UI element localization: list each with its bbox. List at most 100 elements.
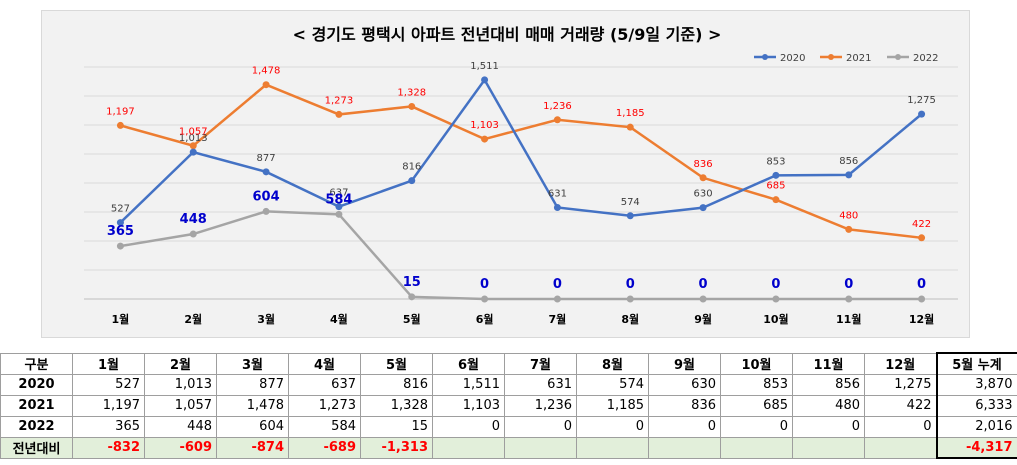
x-tick-label: 5월 [403, 312, 421, 326]
data-label-2022: 0 [699, 277, 708, 292]
chart-area: < 경기도 평택시 아파트 전년대비 매매 거래량 (5/9일 기준) > 20… [41, 10, 970, 338]
row-label: 2022 [0, 415, 73, 438]
x-tick-label: 6월 [476, 312, 494, 326]
data-label-2021: 1,478 [252, 66, 281, 77]
data-label-2021: 685 [766, 181, 785, 192]
table-cell: -689 [288, 436, 361, 459]
data-label-2021: 422 [912, 219, 931, 230]
data-point [553, 204, 561, 212]
data-label-2022: 584 [325, 192, 352, 207]
data-point [335, 110, 343, 118]
x-tick-label: 4월 [330, 312, 348, 326]
data-label-2020: 877 [257, 153, 276, 164]
table-cell [504, 436, 577, 459]
data-point [189, 148, 197, 156]
table-cell: 685 [720, 394, 793, 417]
cumulative-cell: -4,317 [935, 436, 1017, 459]
table-cell: 856 [792, 373, 865, 396]
data-point [626, 295, 634, 303]
table-cell: 637 [288, 373, 361, 396]
legend-label: 2021 [846, 53, 871, 64]
legend-marker [762, 54, 768, 60]
data-label-2020: 1,511 [470, 61, 499, 72]
table-cell: 836 [648, 394, 721, 417]
data-label-2021: 1,328 [397, 87, 426, 98]
data-label-2021: 1,057 [179, 127, 208, 138]
table-row: 2022 365 448 604 584 15 0 0 0 0 0 0 0 2,016 [0, 415, 1017, 438]
data-label-2020: 853 [766, 156, 785, 167]
table-header-month: 7월 [504, 352, 577, 375]
data-point [626, 123, 634, 131]
data-point [481, 295, 489, 303]
row-label: 2021 [0, 394, 73, 417]
series-line-2020 [119, 77, 923, 224]
table-cell: 631 [504, 373, 577, 396]
data-point [918, 110, 926, 118]
table-cell: 1,273 [288, 394, 361, 417]
data-point [262, 168, 270, 176]
data-point [262, 81, 270, 89]
table-header-row: 구분 1월 2월 3월 4월 5월 6월 7월 8월 9월 10월 11월 12월 5월 누계 [0, 352, 1017, 375]
data-label-2020: 527 [111, 204, 130, 215]
table-cell [576, 436, 649, 459]
table-header-month: 4월 [288, 352, 361, 375]
data-label-2022: 365 [107, 224, 134, 239]
table-header-month: 12월 [864, 352, 937, 375]
data-point [335, 210, 343, 218]
data-point [116, 121, 124, 129]
data-label-2021: 836 [694, 159, 713, 170]
data-label-2021: 1,185 [616, 108, 645, 119]
table-cell: 1,197 [72, 394, 145, 417]
series-line-2021 [120, 83, 922, 240]
data-point [699, 174, 707, 182]
data-label-2022: 0 [480, 277, 489, 292]
data-point [553, 295, 561, 303]
data-point [116, 219, 124, 227]
data-point [772, 295, 780, 303]
table-cell: 630 [648, 373, 721, 396]
table-cell: 1,057 [144, 394, 217, 417]
data-label-2020: 631 [548, 189, 567, 200]
table-cell: 480 [792, 394, 865, 417]
data-point [408, 293, 416, 301]
table-cell: 527 [72, 373, 145, 396]
table-row: 전년대비 -832 -609 -874 -689 -1,313 -4,317 [0, 436, 1017, 459]
legend-label: 2022 [913, 53, 938, 64]
table-cell: -609 [144, 436, 217, 459]
table-cell: 1,236 [504, 394, 577, 417]
table-header-month: 11월 [792, 352, 865, 375]
data-label-2022: 604 [253, 189, 280, 204]
data-point [335, 203, 343, 211]
x-tick-label: 2월 [184, 312, 202, 326]
x-tick-label: 7월 [549, 312, 567, 326]
data-point [189, 142, 197, 150]
x-tick-label: 9월 [694, 312, 712, 326]
table-header-cumulative: 5월 누계 [935, 352, 1017, 375]
table-cell: -874 [216, 436, 289, 459]
data-label-2021: 1,197 [106, 106, 135, 117]
table-header-month: 1월 [72, 352, 145, 375]
data-label-2021: 480 [839, 210, 858, 221]
cumulative-cell: 6,333 [935, 394, 1017, 417]
data-point [918, 295, 926, 303]
table-row: 2020 527 1,013 877 637 816 1,511 631 574 630 853 85… [0, 373, 1017, 396]
table-header-month: 9월 [648, 352, 721, 375]
table-cell [720, 436, 793, 459]
data-point [481, 135, 489, 143]
data-point [845, 171, 853, 179]
data-label-2020: 856 [839, 156, 858, 167]
table-cell: 0 [576, 415, 649, 438]
x-tick-label: 8월 [621, 312, 639, 326]
table-cell: 0 [648, 415, 721, 438]
table-header-month: 2월 [144, 352, 217, 375]
table-cell: 1,328 [360, 394, 433, 417]
data-point [699, 204, 707, 212]
chart-title: < 경기도 평택시 아파트 전년대비 매매 거래량 (5/9일 기준) > [293, 25, 722, 44]
table-cell: 1,478 [216, 394, 289, 417]
data-point [481, 76, 489, 84]
table-cell: 604 [216, 415, 289, 438]
data-point [772, 196, 780, 204]
data-point [918, 234, 926, 242]
data-label-2022: 15 [403, 275, 421, 290]
data-point [116, 242, 124, 250]
